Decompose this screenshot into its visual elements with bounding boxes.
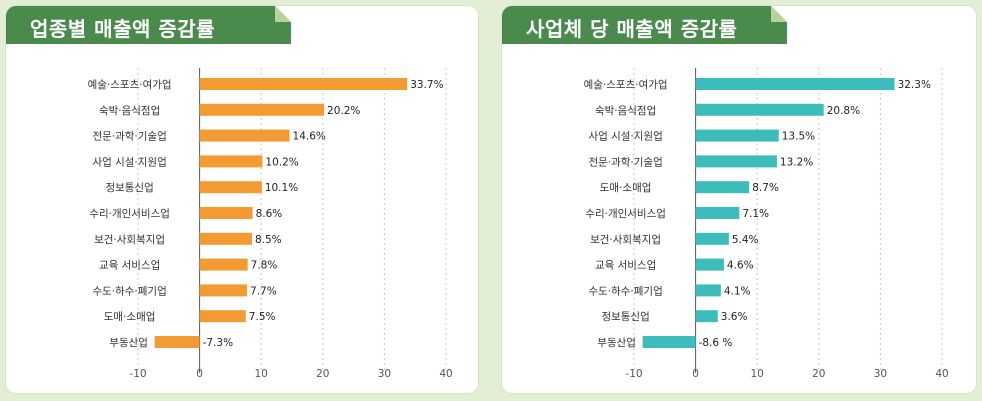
category-label: 숙박·음식점업	[99, 104, 160, 117]
bar	[695, 129, 779, 142]
bar-chart-per-business: -10 0 10 20 30 40 예술·스포츠·여가업 32.3% 숙박·음식점업 20.8% 사…	[584, 68, 949, 380]
category-label: 부동산업	[109, 336, 148, 349]
value-label: 3.6%	[721, 311, 748, 323]
category-label: 전문·과학·기술업	[588, 155, 662, 168]
value-label: 8.6%	[256, 208, 283, 220]
bar	[695, 258, 724, 271]
bar	[695, 284, 721, 297]
category-label: 부동산업	[597, 336, 636, 349]
category-label: 사업 시설·지원업	[588, 130, 662, 143]
value-label: 7.1%	[742, 208, 769, 220]
category-label: 보건·사회복지업	[590, 233, 661, 246]
chart-panel-per-business: 사업체 당 매출액 증감률 -10 0 10 20 30 40 예술·스포츠·여가업 32.3…	[502, 6, 976, 393]
bar	[695, 78, 895, 90]
bar	[199, 232, 252, 245]
bar	[695, 207, 740, 219]
bar	[695, 103, 824, 116]
x-tick-label: 30	[874, 368, 887, 380]
bar	[199, 258, 248, 271]
bar	[199, 284, 248, 297]
category-label: 보건·사회복지업	[94, 233, 165, 246]
value-label: 14.6%	[293, 131, 326, 143]
value-label: -8.6 %	[699, 337, 733, 349]
chart-title: 업종별 매출액 증감률	[30, 17, 216, 41]
category-label: 수도·하수·폐기업	[92, 284, 166, 297]
category-label: 전문·과학·기술업	[92, 130, 166, 143]
bar	[199, 78, 408, 90]
bar	[199, 310, 246, 323]
x-tick-label: 20	[812, 368, 825, 380]
x-tick-label: -10	[129, 368, 146, 380]
value-label: 8.5%	[255, 234, 282, 246]
category-label: 교육 서비스업	[99, 259, 160, 272]
value-label: 7.5%	[249, 311, 276, 323]
value-label: 13.2%	[780, 156, 813, 168]
value-label: 13.5%	[782, 131, 815, 143]
value-label: 20.8%	[827, 105, 860, 117]
value-label: 4.6%	[727, 260, 754, 272]
x-tick-label: 30	[378, 368, 391, 380]
bar	[695, 155, 777, 168]
bar	[695, 232, 729, 245]
category-label: 숙박·음식점업	[595, 104, 656, 117]
category-label: 예술·스포츠·여가업	[88, 78, 172, 91]
category-label: 수도·하수·폐기업	[588, 284, 662, 297]
category-label: 사업 시설·지원업	[92, 155, 166, 168]
value-label: -7.3%	[203, 337, 233, 349]
value-label: 5.4%	[732, 234, 759, 246]
x-tick-label: 0	[196, 368, 203, 380]
x-tick-label: 10	[255, 368, 268, 380]
chart-panel-industry: 업종별 매출액 증감률 -10 0 10 20 30 40 예술·스포츠·여가업 33.7% 숙…	[6, 6, 478, 393]
value-label: 32.3%	[898, 79, 931, 91]
value-label: 7.8%	[251, 260, 278, 272]
value-label: 33.7%	[410, 79, 443, 91]
x-tick-label: 20	[316, 368, 329, 380]
category-label: 도매·소매업	[600, 181, 652, 194]
bar	[199, 103, 325, 116]
value-label: 8.7%	[752, 182, 779, 194]
x-tick-label: 10	[751, 368, 764, 380]
x-tick-label: 0	[692, 368, 699, 380]
category-label: 수리·개인서비스업	[89, 207, 170, 220]
bar	[199, 129, 290, 142]
value-label: 10.2%	[265, 156, 298, 168]
category-label: 수리·개인서비스업	[585, 207, 666, 220]
bar-chart-industry: -10 0 10 20 30 40 예술·스포츠·여가업 33.7% 숙박·음식점업 20.2% 전…	[88, 68, 453, 380]
bar	[695, 310, 718, 323]
value-label: 4.1%	[724, 285, 751, 297]
value-label: 20.2%	[327, 105, 360, 117]
bar	[199, 207, 253, 219]
x-tick-label: 40	[439, 368, 452, 380]
category-label: 정보통신업	[105, 181, 153, 194]
category-label: 예술·스포츠·여가업	[584, 78, 668, 91]
chart-title: 사업체 당 매출액 증감률	[526, 17, 738, 41]
bar	[199, 181, 262, 194]
title-tab-fold	[275, 6, 291, 22]
value-label: 7.7%	[250, 285, 277, 297]
title-tab: 업종별 매출액 증감률	[6, 6, 291, 44]
category-label: 정보통신업	[601, 310, 649, 323]
title-tab: 사업체 당 매출액 증감률	[502, 6, 787, 44]
category-label: 도매·소매업	[104, 310, 156, 323]
x-tick-label: -10	[625, 368, 642, 380]
title-tab-fold	[771, 6, 787, 22]
bar	[642, 336, 696, 348]
value-label: 10.1%	[265, 182, 298, 194]
bar	[695, 181, 750, 194]
x-tick-label: 40	[935, 368, 948, 380]
bar	[199, 155, 263, 168]
bar	[154, 336, 200, 348]
category-label: 교육 서비스업	[595, 259, 656, 272]
